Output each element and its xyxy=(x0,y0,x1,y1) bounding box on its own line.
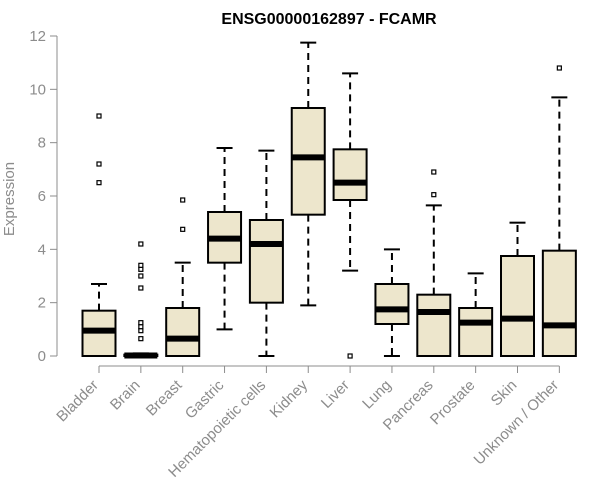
y-tick-label: 0 xyxy=(38,348,46,365)
box xyxy=(541,249,577,358)
y-tick-label: 4 xyxy=(38,241,46,258)
box-group xyxy=(207,147,243,331)
box-group xyxy=(81,113,117,357)
outlier-point xyxy=(138,328,144,334)
y-tick-label: 8 xyxy=(38,135,46,152)
outlier-point xyxy=(138,324,144,330)
box-group xyxy=(290,41,326,307)
box xyxy=(416,293,452,357)
outlier-point xyxy=(556,65,562,71)
y-axis: 0 2 4 6 8 10 12 xyxy=(29,28,58,365)
outlier-point xyxy=(96,113,102,119)
box xyxy=(248,219,284,304)
box-group xyxy=(458,272,494,357)
box xyxy=(165,307,201,357)
box xyxy=(458,307,494,357)
box-group xyxy=(500,221,535,357)
outlier-point xyxy=(180,226,186,232)
y-axis-label: Expression xyxy=(1,162,18,236)
outlier-point xyxy=(138,273,144,279)
outlier-point xyxy=(431,169,437,175)
outlier-point xyxy=(138,241,144,247)
outlier-point xyxy=(138,262,144,268)
box-group xyxy=(123,241,159,359)
box-group xyxy=(332,72,368,359)
chart-title: ENSG00000162897 - FCAMR xyxy=(221,11,437,28)
box-group xyxy=(165,197,201,357)
x-tick-label: Brain xyxy=(107,377,144,414)
box xyxy=(374,283,410,325)
box-group xyxy=(541,65,577,358)
box xyxy=(500,255,535,357)
y-tick-label: 12 xyxy=(29,28,46,45)
box-group xyxy=(248,149,284,357)
box xyxy=(332,148,368,201)
y-tick-label: 6 xyxy=(38,188,46,205)
outlier-point xyxy=(96,161,102,167)
x-tick-label: Skin xyxy=(488,377,521,410)
outlier-point xyxy=(138,266,144,272)
box-group xyxy=(416,169,452,357)
outlier-point xyxy=(347,353,353,359)
x-tick-label: Prostate xyxy=(427,377,479,429)
x-tick-label: Liver xyxy=(318,377,353,412)
outlier-point xyxy=(180,197,186,203)
outlier-point xyxy=(138,336,144,342)
x-tick-label: Breast xyxy=(143,376,186,419)
outlier-point xyxy=(96,180,102,186)
box xyxy=(290,107,326,216)
y-tick-label: 2 xyxy=(38,295,46,312)
x-tick-label: Lung xyxy=(359,377,395,413)
outlier-point xyxy=(138,320,144,326)
x-tick-label: Bladder xyxy=(53,377,102,426)
x-tick-label: Kidney xyxy=(267,376,312,421)
y-tick-label: 10 xyxy=(29,81,46,98)
plot-area xyxy=(81,41,577,359)
outlier-point xyxy=(138,285,144,291)
box-group xyxy=(374,248,410,357)
outlier-point xyxy=(431,192,437,198)
